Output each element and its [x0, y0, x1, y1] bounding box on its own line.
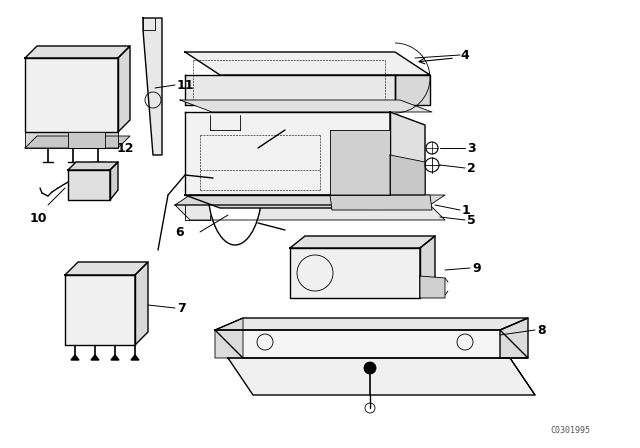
- Polygon shape: [395, 75, 430, 105]
- Text: 3: 3: [467, 142, 476, 155]
- Text: 7: 7: [177, 302, 186, 314]
- Polygon shape: [185, 52, 430, 75]
- Polygon shape: [68, 170, 110, 200]
- Polygon shape: [111, 355, 119, 360]
- Polygon shape: [143, 18, 162, 155]
- Polygon shape: [390, 155, 425, 195]
- Polygon shape: [175, 195, 445, 205]
- Circle shape: [364, 362, 376, 374]
- Polygon shape: [175, 205, 445, 220]
- Ellipse shape: [207, 125, 262, 245]
- Polygon shape: [215, 318, 243, 358]
- Polygon shape: [330, 130, 390, 195]
- Polygon shape: [215, 318, 528, 330]
- Text: 10: 10: [29, 211, 47, 224]
- Polygon shape: [180, 100, 432, 112]
- Text: 12: 12: [117, 142, 134, 155]
- Text: 2: 2: [467, 161, 476, 175]
- Polygon shape: [110, 162, 118, 200]
- Text: 5: 5: [467, 214, 476, 227]
- Polygon shape: [215, 330, 528, 358]
- Polygon shape: [65, 275, 135, 345]
- Polygon shape: [420, 276, 445, 298]
- Text: 8: 8: [537, 323, 546, 336]
- Polygon shape: [25, 132, 118, 148]
- Polygon shape: [91, 355, 99, 360]
- Polygon shape: [65, 262, 148, 275]
- Text: 1: 1: [462, 203, 471, 216]
- Polygon shape: [185, 112, 390, 195]
- Polygon shape: [68, 132, 105, 148]
- Polygon shape: [25, 46, 130, 58]
- Polygon shape: [390, 112, 425, 208]
- Polygon shape: [330, 195, 432, 210]
- Polygon shape: [420, 236, 435, 298]
- Text: 6: 6: [175, 225, 184, 238]
- Text: 9: 9: [472, 262, 481, 275]
- Polygon shape: [500, 318, 528, 358]
- Polygon shape: [290, 248, 420, 298]
- Text: 4: 4: [460, 48, 468, 61]
- Polygon shape: [185, 75, 395, 105]
- Polygon shape: [118, 46, 130, 132]
- Polygon shape: [25, 136, 130, 148]
- Polygon shape: [135, 262, 148, 345]
- Polygon shape: [510, 358, 535, 395]
- Polygon shape: [131, 355, 139, 360]
- Polygon shape: [290, 236, 435, 248]
- Polygon shape: [25, 58, 118, 132]
- Text: C0301995: C0301995: [550, 426, 590, 435]
- Polygon shape: [185, 195, 425, 208]
- Polygon shape: [68, 162, 118, 170]
- Polygon shape: [71, 355, 79, 360]
- Polygon shape: [228, 358, 535, 395]
- Text: 11: 11: [177, 78, 195, 91]
